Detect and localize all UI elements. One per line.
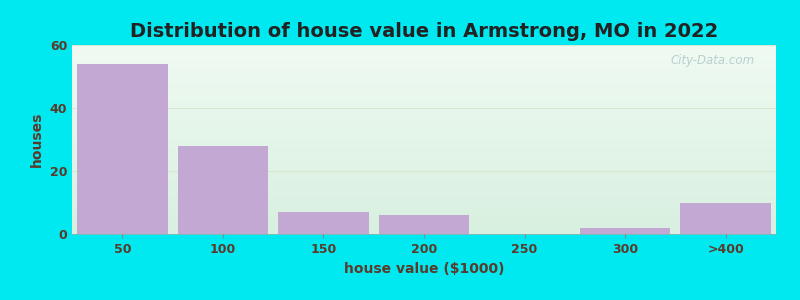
Bar xyxy=(378,215,470,234)
Text: City-Data.com: City-Data.com xyxy=(670,55,755,68)
Bar xyxy=(681,202,771,234)
Bar xyxy=(77,64,167,234)
Bar xyxy=(580,228,670,234)
Y-axis label: houses: houses xyxy=(30,112,44,167)
Bar xyxy=(278,212,369,234)
X-axis label: house value ($1000): house value ($1000) xyxy=(344,262,504,276)
Bar xyxy=(178,146,268,234)
Title: Distribution of house value in Armstrong, MO in 2022: Distribution of house value in Armstrong… xyxy=(130,22,718,41)
